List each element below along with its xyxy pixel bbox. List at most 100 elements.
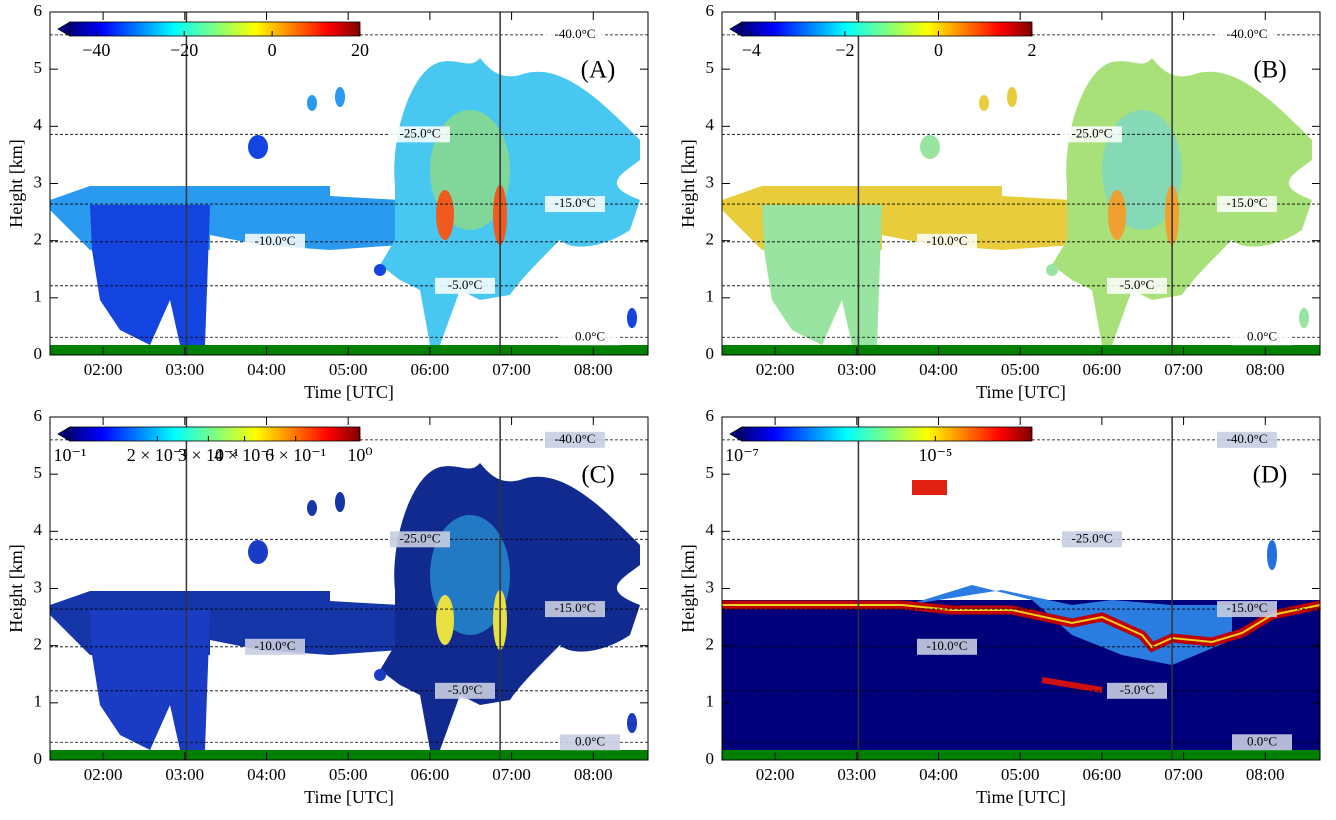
y-tick-label: 3: [34, 577, 43, 596]
y-axis-label: Height [km]: [678, 544, 698, 632]
x-tick-label: 07:00: [492, 360, 531, 379]
isotherm-label-bg: [545, 431, 605, 448]
colorbar-tick-label: 0: [268, 40, 277, 60]
colorbar: [741, 426, 1033, 442]
x-tick-label: 05:00: [329, 765, 368, 784]
ground: [50, 345, 648, 355]
x-tick-label: 03:00: [837, 360, 876, 379]
isotherm-label-bg: [390, 126, 450, 143]
x-tick-label: 06:00: [1083, 765, 1122, 784]
y-tick-label: 2: [34, 230, 43, 249]
y-tick-label: 3: [34, 172, 43, 191]
x-tick-label: 07:00: [1164, 765, 1203, 784]
colorbar-tick-label: 20: [351, 40, 369, 60]
x-tick-label: 02:00: [84, 765, 123, 784]
x-tick-label: 03:00: [165, 360, 204, 379]
panel: -40.0°C -25.0°C -15.0°C -10.0°C -5.0°C 0.0°C 0…: [6, 406, 649, 807]
y-tick-label: 1: [34, 692, 43, 711]
x-tick-label: 03:00: [165, 765, 204, 784]
y-tick-label: 4: [706, 520, 715, 539]
isotherm-label-bg: [245, 233, 305, 250]
isotherm-label-bg: [1232, 329, 1292, 346]
y-tick-label: 5: [706, 58, 715, 77]
isotherm-label-bg: [917, 638, 977, 655]
x-tick-label: 02:00: [756, 765, 795, 784]
isotherm-label: -25.0°C: [400, 530, 441, 545]
panel-label: (C): [581, 462, 614, 489]
x-tick-label: 08:00: [574, 360, 613, 379]
panel-label: (B): [1253, 57, 1286, 84]
ground: [722, 750, 1320, 760]
ground: [722, 345, 1320, 355]
colorbar: [69, 21, 361, 37]
x-tick-label: 04:00: [919, 360, 958, 379]
colorbar-tick-label: 0: [934, 40, 943, 60]
isotherm-label: -40.0°C: [555, 26, 596, 41]
isotherm-label: -25.0°C: [1072, 530, 1113, 545]
x-tick-label: 08:00: [1246, 765, 1285, 784]
y-tick-label: 0: [34, 749, 43, 768]
x-tick-label: 04:00: [247, 765, 286, 784]
colorbar-tick-label: 10⁻⁵: [918, 445, 952, 465]
isotherm-label-bg: [1217, 26, 1277, 43]
x-tick-label: 05:00: [1001, 765, 1040, 784]
isotherm-label-bg: [435, 682, 495, 699]
isotherm-label-bg: [1107, 277, 1167, 294]
isotherm-label: -15.0°C: [555, 195, 596, 210]
x-axis-label: Time [UTC]: [976, 382, 1066, 402]
isotherm-label: -5.0°C: [448, 682, 482, 697]
isotherm-label-bg: [1217, 431, 1277, 448]
x-tick-label: 08:00: [1246, 360, 1285, 379]
y-tick-label: 2: [34, 635, 43, 654]
y-axis-label: Height [km]: [6, 139, 26, 227]
x-tick-label: 07:00: [1164, 360, 1203, 379]
isotherm-label: -25.0°C: [400, 125, 441, 140]
y-tick-label: 0: [34, 344, 43, 363]
y-tick-label: 2: [706, 635, 715, 654]
colorbar: [69, 426, 361, 442]
isotherm-label: -5.0°C: [448, 277, 482, 292]
isotherm-label-bg: [545, 601, 605, 618]
x-axis-label: Time [UTC]: [976, 787, 1066, 807]
colorbar-extension: [57, 21, 71, 37]
panel-label: (D): [1253, 462, 1288, 489]
isotherm-label-bg: [560, 329, 620, 346]
colorbar-tick-label: 6 × 10⁻¹: [265, 445, 326, 465]
isotherm-label: -10.0°C: [927, 638, 968, 653]
y-tick-label: 1: [706, 287, 715, 306]
isotherm-label: -10.0°C: [927, 233, 968, 248]
x-tick-label: 04:00: [919, 765, 958, 784]
y-tick-label: 3: [706, 577, 715, 596]
colorbar-tick-label: −2: [835, 40, 854, 60]
isotherm-label: -15.0°C: [1227, 195, 1268, 210]
y-tick-label: 5: [34, 58, 43, 77]
x-tick-label: 06:00: [1083, 360, 1122, 379]
y-tick-label: 6: [706, 1, 715, 20]
isotherm-label: 0.0°C: [575, 328, 605, 343]
isotherm-label-bg: [1232, 734, 1292, 751]
isotherm-label-bg: [1217, 196, 1277, 213]
y-tick-label: 4: [34, 520, 43, 539]
y-tick-label: 6: [706, 406, 715, 425]
colorbar-extension: [729, 426, 743, 442]
isotherm-label: -40.0°C: [555, 431, 596, 446]
x-tick-label: 05:00: [1001, 360, 1040, 379]
panel: -40.0°C -25.0°C -15.0°C -10.0°C -5.0°C 0.0°C 0…: [6, 1, 649, 402]
y-tick-label: 4: [34, 115, 43, 134]
colorbar-tick-label: −20: [170, 40, 198, 60]
y-tick-label: 3: [706, 172, 715, 191]
x-tick-label: 02:00: [84, 360, 123, 379]
x-tick-label: 07:00: [492, 765, 531, 784]
y-tick-label: 6: [34, 406, 43, 425]
isotherm-label: -10.0°C: [255, 638, 296, 653]
x-tick-label: 06:00: [411, 765, 450, 784]
isotherm-label: -10.0°C: [255, 233, 296, 248]
y-tick-label: 0: [706, 344, 715, 363]
isotherm-label: -5.0°C: [1120, 277, 1154, 292]
isotherm-label: 0.0°C: [1247, 733, 1277, 748]
y-axis-label: Height [km]: [6, 544, 26, 632]
isotherm-label-bg: [917, 233, 977, 250]
colorbar-extension: [729, 21, 743, 37]
isotherm-label: -5.0°C: [1120, 682, 1154, 697]
